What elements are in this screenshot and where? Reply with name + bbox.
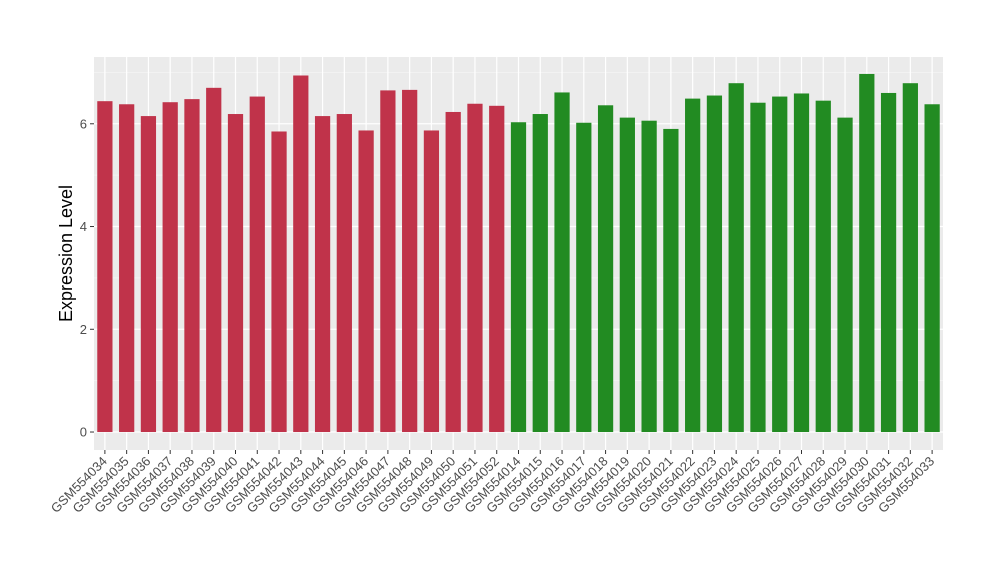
bar-GSM554039 [206,87,222,433]
bar-GSM554024 [728,83,744,433]
bar-GSM554034 [97,101,113,433]
bar-GSM554026 [772,96,788,433]
bar-GSM554038 [184,99,200,433]
bar-GSM554030 [859,73,875,433]
bar-GSM554031 [880,92,897,433]
bar-GSM554022 [685,98,701,433]
bar-GSM554025 [750,102,766,433]
y-axis: 0 2 4 6 [80,116,94,440]
bar-GSM554016 [554,92,570,433]
bar-GSM554043 [293,75,309,433]
bar-GSM554052 [489,105,505,433]
y-tick-label: 2 [80,322,87,337]
bar-GSM554048 [402,89,418,433]
bar-GSM554020 [641,120,657,433]
bar-GSM554040 [227,114,244,433]
bar-GSM554035 [119,104,135,433]
bar-GSM554050 [445,111,461,433]
bar-GSM554037 [162,102,178,433]
bar-GSM554027 [793,93,810,433]
bar-GSM554033 [924,104,940,433]
bar-GSM554041 [249,96,265,433]
bar-GSM554028 [815,100,831,433]
x-axis: GSM554034GSM554035GSM554036GSM554037GSM5… [48,450,937,516]
bar-GSM554036 [140,116,157,433]
y-tick-label: 6 [80,116,87,131]
bar-GSM554051 [467,103,483,433]
bar-GSM554023 [706,95,723,433]
bar-GSM554021 [663,128,679,433]
bar-GSM554018 [597,105,614,433]
bar-GSM554015 [532,114,548,433]
bar-GSM554045 [336,114,352,433]
bar-GSM554017 [576,122,592,433]
bars [97,73,940,433]
bar-GSM554019 [619,117,635,433]
bar-GSM554014 [510,122,527,433]
bar-GSM554042 [271,131,287,433]
bar-GSM554049 [423,130,440,433]
bar-GSM554046 [358,130,374,433]
bar-GSM554032 [902,83,918,433]
y-axis-title: Expression Level [56,185,76,322]
y-tick-label: 4 [80,219,87,234]
bar-GSM554047 [380,90,396,433]
y-tick-label: 0 [80,425,87,440]
bar-GSM554029 [837,117,853,433]
bar-GSM554044 [314,116,331,433]
